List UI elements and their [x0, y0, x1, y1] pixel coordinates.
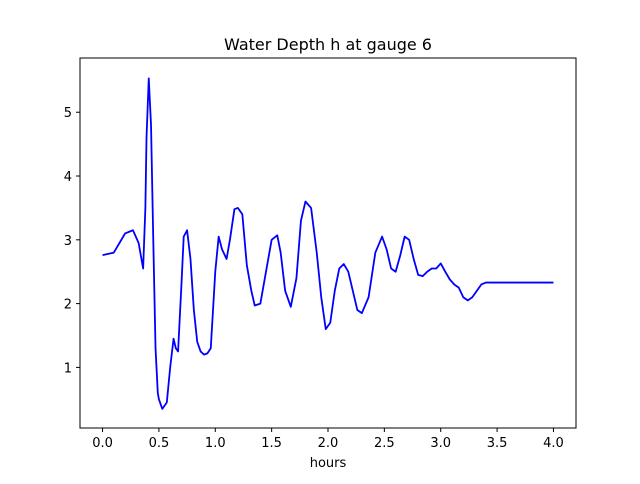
y-tick-label: 2 — [64, 298, 72, 313]
y-axis-ticks: 1 2 3 4 5 — [64, 106, 80, 376]
x-tick-label: 2.5 — [374, 436, 395, 451]
series-line — [102, 77, 554, 410]
x-tick-label: 2.0 — [318, 436, 339, 451]
y-tick-label: 3 — [64, 234, 72, 249]
plot-area — [79, 57, 577, 429]
y-tick-label: 4 — [64, 170, 72, 185]
x-tick-label: 1.0 — [205, 436, 226, 451]
x-tick-label: 3.5 — [487, 436, 508, 451]
series-layer — [102, 77, 554, 410]
y-tick-label: 5 — [64, 106, 72, 121]
x-axis-label: hours — [310, 456, 347, 471]
x-tick-label: 0.0 — [92, 436, 113, 451]
x-tick-label: 1.5 — [261, 436, 282, 451]
x-axis-ticks: 0.0 0.5 1.0 1.5 2.0 2.5 3.0 3.5 4.0 — [92, 428, 564, 451]
x-tick-label: 4.0 — [543, 436, 564, 451]
y-tick-label: 1 — [64, 361, 72, 376]
x-tick-label: 3.0 — [430, 436, 451, 451]
chart-title: Water Depth h at gauge 6 — [224, 35, 432, 54]
x-tick-label: 0.5 — [149, 436, 170, 451]
